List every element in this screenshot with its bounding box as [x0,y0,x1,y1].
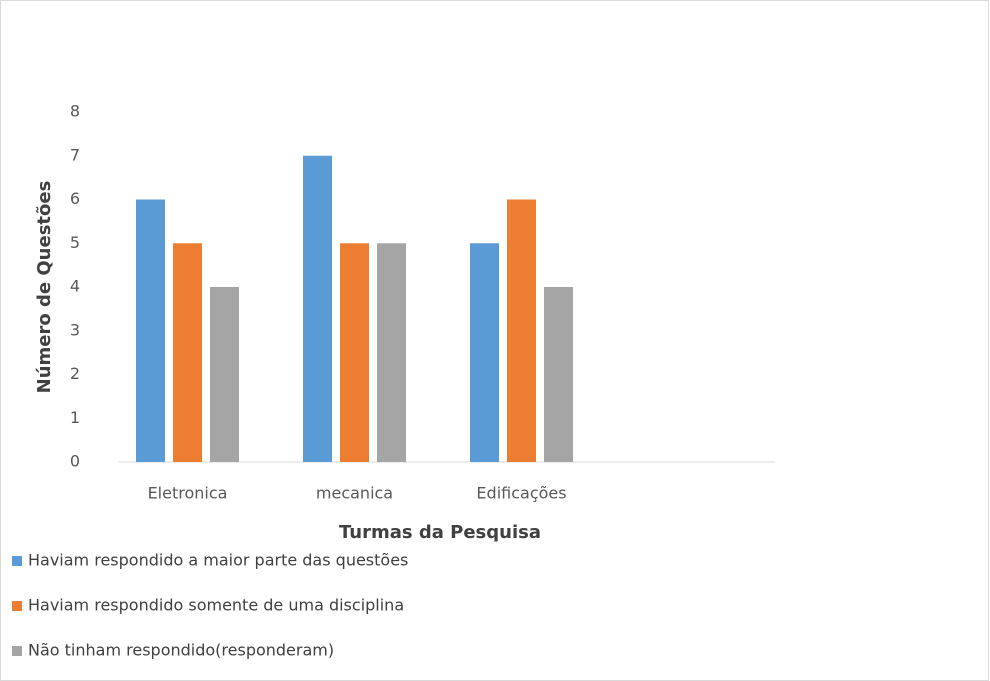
y-tick-label: 3 [70,320,80,339]
y-tick-label: 8 [70,102,80,121]
legend-label: Haviam respondido somente de uma discipl… [28,596,404,615]
legend-swatch [12,601,22,611]
bar [136,199,165,462]
y-tick-label: 2 [70,364,80,383]
x-tick-label: Edificações [476,484,566,503]
legend-swatch [12,646,22,656]
x-tick-label: mecanica [316,484,393,503]
bar [507,199,536,462]
legend-label: Haviam respondido a maior parte das ques… [28,551,408,570]
y-tick-label: 5 [70,233,80,252]
legend-swatch [12,556,22,566]
y-tick-label: 0 [70,452,80,471]
bar [470,243,499,462]
y-tick-label: 6 [70,189,80,208]
bar [377,243,406,462]
bar [303,155,332,462]
y-axis-title: Número de Questões [34,181,55,394]
bar [210,287,239,462]
y-tick-label: 7 [70,145,80,164]
legend-label: Não tinham respondido(responderam) [28,641,334,660]
x-tick-label: Eletronica [148,484,228,503]
bar [173,243,202,462]
bar [340,243,369,462]
y-tick-label: 4 [70,277,80,296]
bar [544,287,573,462]
y-tick-label: 1 [70,408,80,427]
x-axis-title: Turmas da Pesquisa [339,522,541,543]
